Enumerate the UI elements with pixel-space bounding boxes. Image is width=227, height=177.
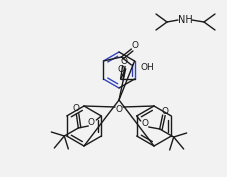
Text: OH: OH [140,62,153,72]
Text: O: O [72,104,79,113]
Text: O: O [120,56,126,65]
Text: O: O [141,119,148,129]
Text: O: O [117,65,123,75]
Text: O: O [160,107,168,116]
Text: O: O [115,104,122,113]
Text: O: O [87,118,94,127]
Text: O: O [131,41,138,50]
Text: NH: NH [177,15,192,25]
